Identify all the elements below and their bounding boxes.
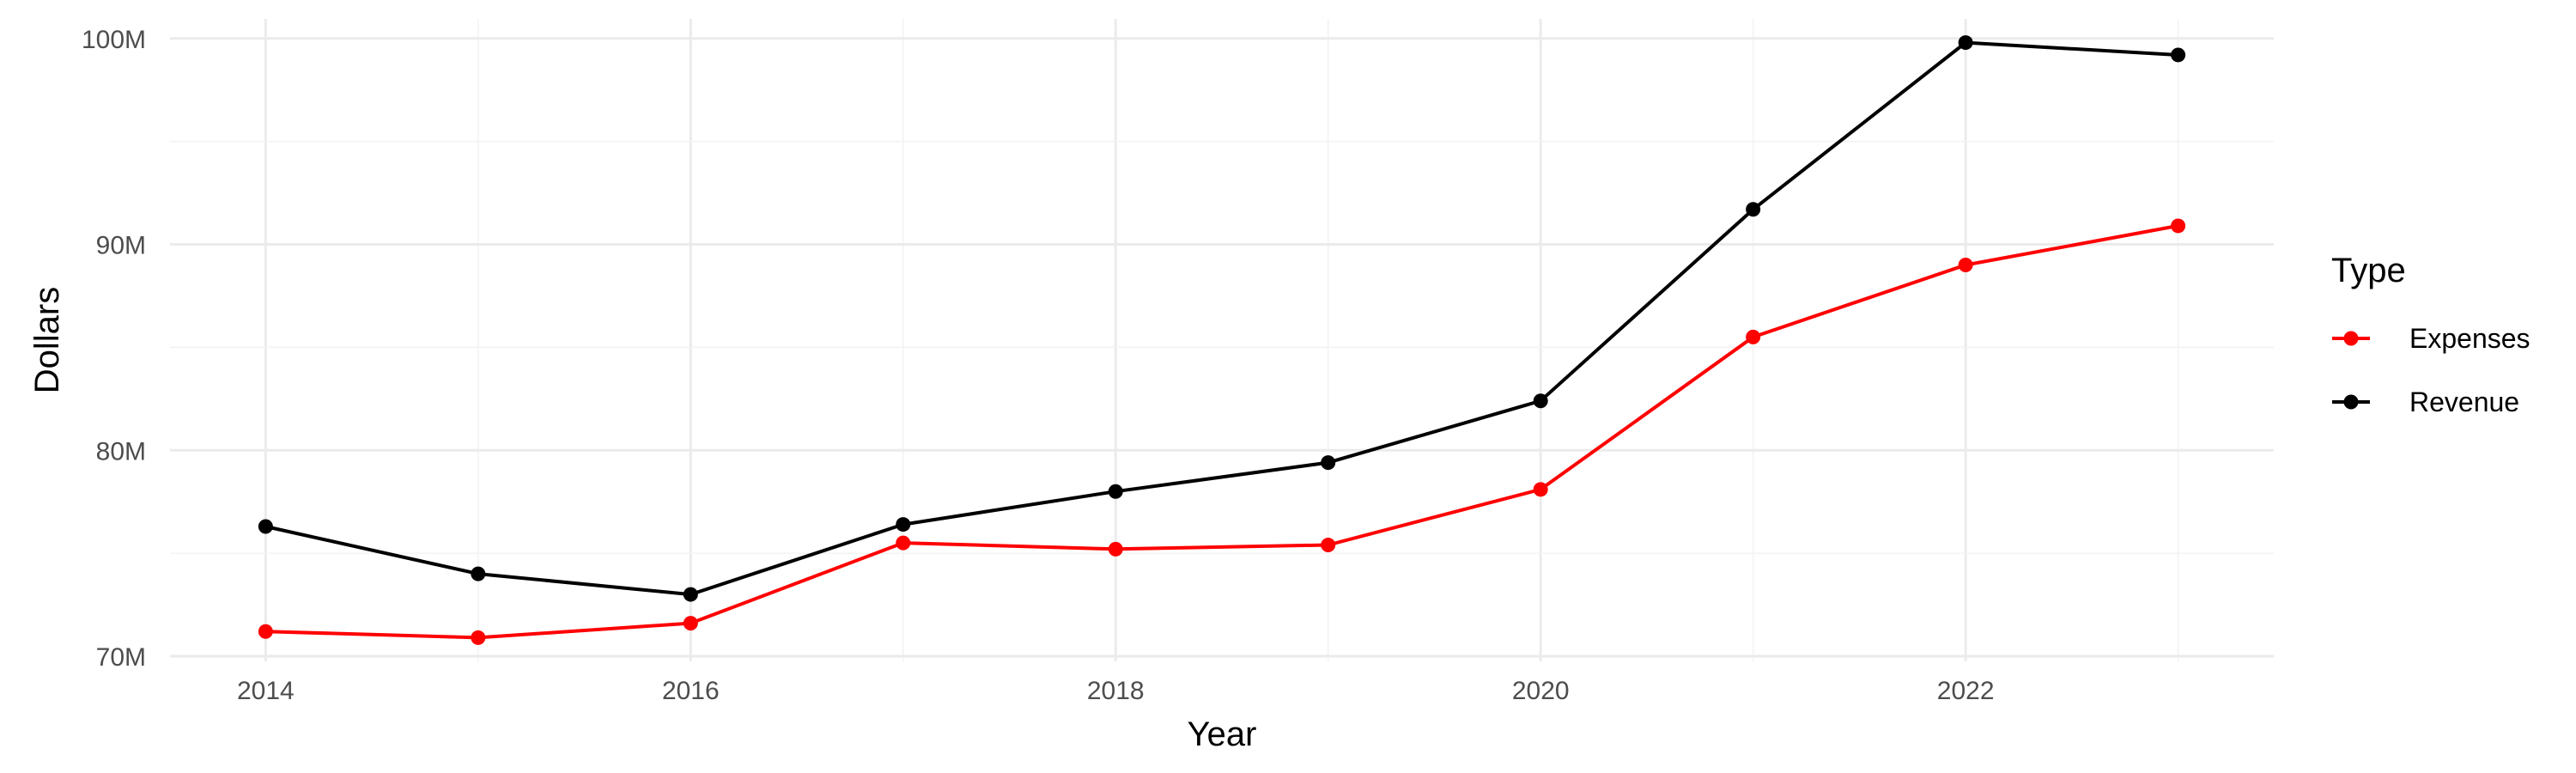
- legend-title: Type: [2331, 252, 2406, 289]
- legend-key-expenses: [2332, 331, 2370, 346]
- data-point-revenue: [1533, 393, 1548, 409]
- data-point-revenue: [1108, 484, 1123, 499]
- data-point-expenses: [2171, 218, 2186, 234]
- y-tick-label: 90M: [96, 232, 146, 260]
- grid-lines: [170, 19, 2274, 661]
- data-point-expenses: [1321, 538, 1336, 553]
- legend-key-point: [2343, 394, 2359, 410]
- plot-series: [258, 35, 2186, 645]
- series-line-expenses: [265, 223, 2178, 640]
- data-point-revenue: [2171, 47, 2186, 63]
- y-tick-label: 100M: [82, 26, 146, 54]
- data-point-revenue: [896, 517, 911, 533]
- data-point-revenue: [258, 519, 273, 534]
- x-tick-label: 2016: [662, 677, 720, 705]
- x-tick-label: 2022: [1937, 677, 1995, 705]
- x-tick-label: 2020: [1512, 677, 1570, 705]
- data-point-expenses: [683, 616, 698, 631]
- data-point-expenses: [471, 630, 486, 645]
- x-axis-title: Year: [1188, 715, 1257, 753]
- data-point-revenue: [1321, 455, 1336, 471]
- legend-key-revenue: [2332, 394, 2370, 410]
- y-tick-label: 70M: [96, 643, 146, 672]
- data-point-expenses: [896, 535, 911, 551]
- data-point-revenue: [1746, 202, 1761, 217]
- series-expenses: [258, 218, 2186, 645]
- x-tick-label: 2014: [237, 677, 295, 705]
- data-point-expenses: [1746, 329, 1761, 344]
- y-tick-label: 80M: [96, 437, 146, 466]
- data-point-revenue: [683, 587, 698, 602]
- legend-key-point: [2343, 331, 2359, 346]
- data-point-expenses: [1958, 257, 1973, 272]
- data-point-revenue: [1958, 35, 1973, 51]
- legend: Type Expenses Revenue: [2331, 252, 2530, 417]
- series-line-revenue: [264, 40, 2178, 597]
- data-point-revenue: [471, 566, 486, 581]
- data-point-expenses: [1533, 482, 1548, 497]
- legend-items: Expenses Revenue: [2332, 323, 2530, 417]
- y-axis-title: Dollars: [28, 287, 66, 393]
- legend-label: Expenses: [2409, 323, 2530, 354]
- series-revenue: [258, 35, 2186, 602]
- axis-labels: 2014 2016 2018 2020 2022 70M 80M 90M 100M: [82, 26, 1995, 705]
- legend-label: Revenue: [2409, 386, 2519, 417]
- x-tick-label: 2018: [1087, 677, 1145, 705]
- data-point-expenses: [258, 624, 273, 639]
- data-point-expenses: [1108, 541, 1123, 557]
